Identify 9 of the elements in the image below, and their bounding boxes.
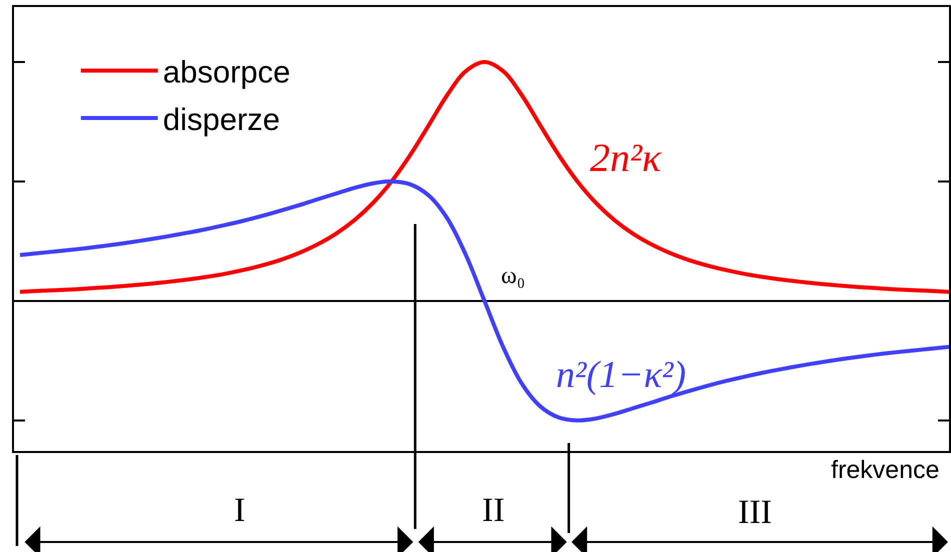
x-axis-title: frekvence — [831, 456, 940, 484]
legend-label: disperze — [162, 102, 280, 138]
text: I — [234, 492, 246, 529]
annotation: n²(1−κ²) — [556, 354, 686, 396]
text: II — [482, 492, 505, 529]
text: III — [738, 494, 772, 531]
legend-label: absorpce — [162, 54, 290, 90]
annotation: 2n²κ — [590, 135, 662, 180]
annotation: ω₀ — [501, 263, 526, 289]
